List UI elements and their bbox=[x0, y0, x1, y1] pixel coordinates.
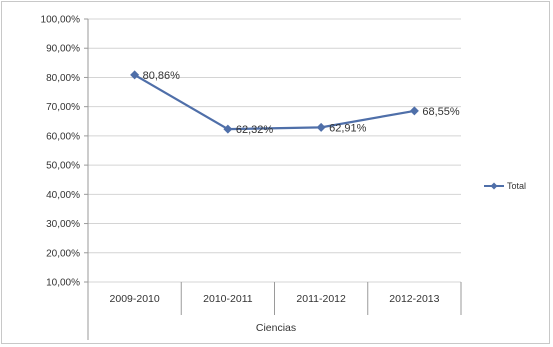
y-tick-label: 20,00% bbox=[46, 248, 80, 259]
y-tick-label: 60,00% bbox=[46, 131, 80, 142]
y-tick-label: 30,00% bbox=[46, 219, 80, 230]
gridlines bbox=[88, 19, 461, 282]
data-point-marker bbox=[410, 106, 419, 115]
data-point-marker bbox=[130, 70, 139, 79]
data-label: 62,91% bbox=[329, 122, 367, 134]
y-tick-label: 80,00% bbox=[46, 73, 80, 84]
legend-marker bbox=[491, 183, 498, 190]
data-label: 62,32% bbox=[236, 124, 274, 136]
y-axis: 10,00% 20,00% 30,00% 40,00% 50,00% 60,00% 70,0… bbox=[41, 15, 88, 316]
y-tick-label: 50,00% bbox=[46, 161, 80, 172]
data-point-marker bbox=[223, 125, 232, 134]
series-line bbox=[135, 75, 415, 129]
x-tick-label: 2010-2011 bbox=[203, 293, 253, 305]
x-group-label: Ciencias bbox=[256, 322, 296, 334]
x-tick-label: 2009-2010 bbox=[110, 293, 160, 305]
x-tick-label: 2012-2013 bbox=[389, 293, 439, 305]
data-point-marker bbox=[317, 123, 326, 132]
y-tick-label: 90,00% bbox=[46, 44, 80, 55]
y-tick-label: 100,00% bbox=[41, 15, 81, 26]
x-tick-label: 2011-2012 bbox=[296, 293, 346, 305]
y-tick-label: 40,00% bbox=[46, 190, 80, 201]
series-layer: 80,86% 62,32% 62,91% 68,55% bbox=[130, 70, 460, 136]
legend: Total bbox=[484, 181, 526, 191]
data-label: 80,86% bbox=[143, 70, 181, 82]
data-label: 68,55% bbox=[422, 106, 460, 118]
y-tick-label: 10,00% bbox=[46, 278, 80, 289]
legend-label-total: Total bbox=[507, 181, 526, 191]
y-tick-label: 70,00% bbox=[46, 102, 80, 113]
